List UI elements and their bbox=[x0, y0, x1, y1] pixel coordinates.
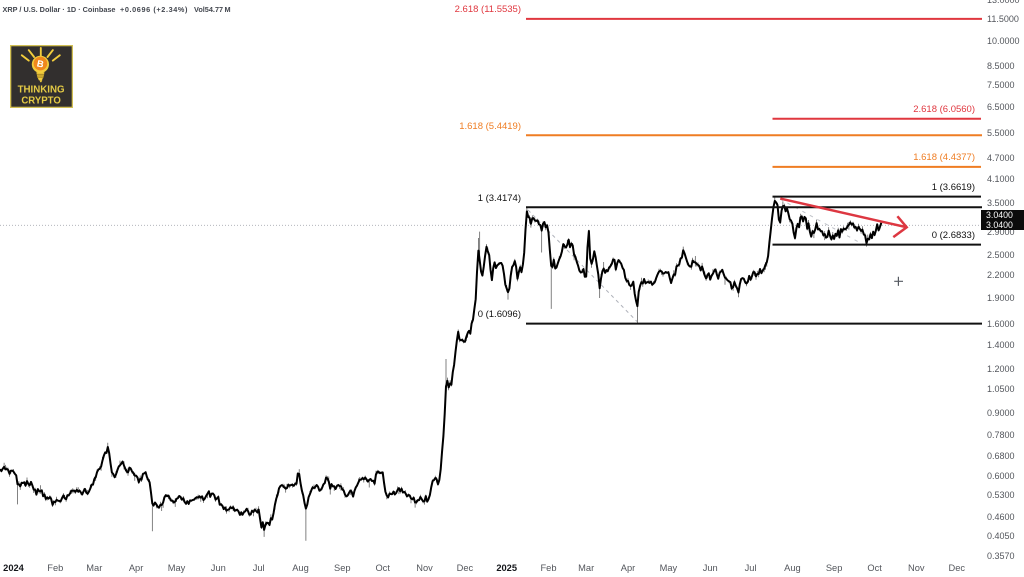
svg-text:B: B bbox=[36, 57, 45, 69]
svg-text:THINKING: THINKING bbox=[18, 85, 65, 96]
svg-text:CRYPTO: CRYPTO bbox=[21, 96, 61, 107]
